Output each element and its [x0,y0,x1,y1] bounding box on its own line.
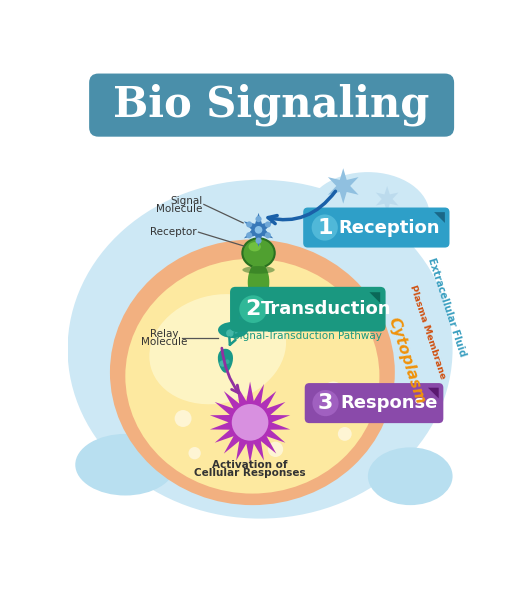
Ellipse shape [242,238,275,268]
Ellipse shape [110,239,395,505]
Circle shape [174,410,191,427]
Circle shape [265,221,271,227]
Text: Reception: Reception [338,218,439,236]
Circle shape [255,226,262,233]
Circle shape [189,447,201,460]
Circle shape [246,232,252,238]
Circle shape [258,300,263,305]
FancyBboxPatch shape [303,208,449,248]
Polygon shape [244,213,273,247]
Circle shape [225,359,229,364]
Circle shape [265,232,271,238]
Circle shape [338,427,352,441]
Circle shape [233,328,238,334]
Text: Cytoplasm: Cytoplasm [385,316,428,406]
Text: Cellular Responses: Cellular Responses [195,468,306,478]
Text: Molecule: Molecule [140,337,187,347]
Polygon shape [328,168,359,203]
Text: 2: 2 [245,299,261,319]
Ellipse shape [149,294,286,404]
Text: Bio Signaling: Bio Signaling [113,84,430,127]
FancyBboxPatch shape [230,287,386,331]
Text: Transduction: Transduction [261,300,392,318]
Text: Relay: Relay [149,329,178,339]
Text: 3: 3 [318,393,333,413]
Ellipse shape [218,322,248,338]
Text: Response: Response [340,394,437,412]
Circle shape [255,238,262,244]
Text: Receptor: Receptor [151,227,197,237]
Ellipse shape [68,180,453,518]
Ellipse shape [125,259,379,494]
Text: Signal: Signal [170,196,202,206]
Polygon shape [246,293,270,309]
Circle shape [219,360,226,367]
Circle shape [268,442,283,457]
Circle shape [323,382,343,401]
Text: Activation of: Activation of [213,460,288,470]
Circle shape [239,295,267,323]
Text: Plasma Membrane: Plasma Membrane [409,284,447,380]
Polygon shape [434,212,445,223]
Polygon shape [369,292,380,303]
Circle shape [252,301,259,308]
Circle shape [232,404,268,440]
FancyBboxPatch shape [305,383,443,423]
Circle shape [312,390,339,416]
Ellipse shape [249,242,261,251]
Polygon shape [218,349,233,373]
FancyBboxPatch shape [89,74,454,137]
Ellipse shape [368,448,453,505]
Polygon shape [210,382,290,463]
Text: 1: 1 [317,218,332,238]
Ellipse shape [248,262,269,302]
Ellipse shape [242,266,275,274]
Ellipse shape [75,434,175,496]
Circle shape [226,329,234,337]
Polygon shape [428,388,439,398]
Text: Extracellular Fluid: Extracellular Fluid [426,256,467,358]
Circle shape [255,216,262,222]
Circle shape [312,214,338,241]
Text: Molecule: Molecule [156,204,202,214]
Polygon shape [376,186,399,212]
Text: Signal-Transduction Pathway: Signal-Transduction Pathway [233,331,382,341]
Circle shape [246,221,252,227]
Ellipse shape [306,172,429,257]
